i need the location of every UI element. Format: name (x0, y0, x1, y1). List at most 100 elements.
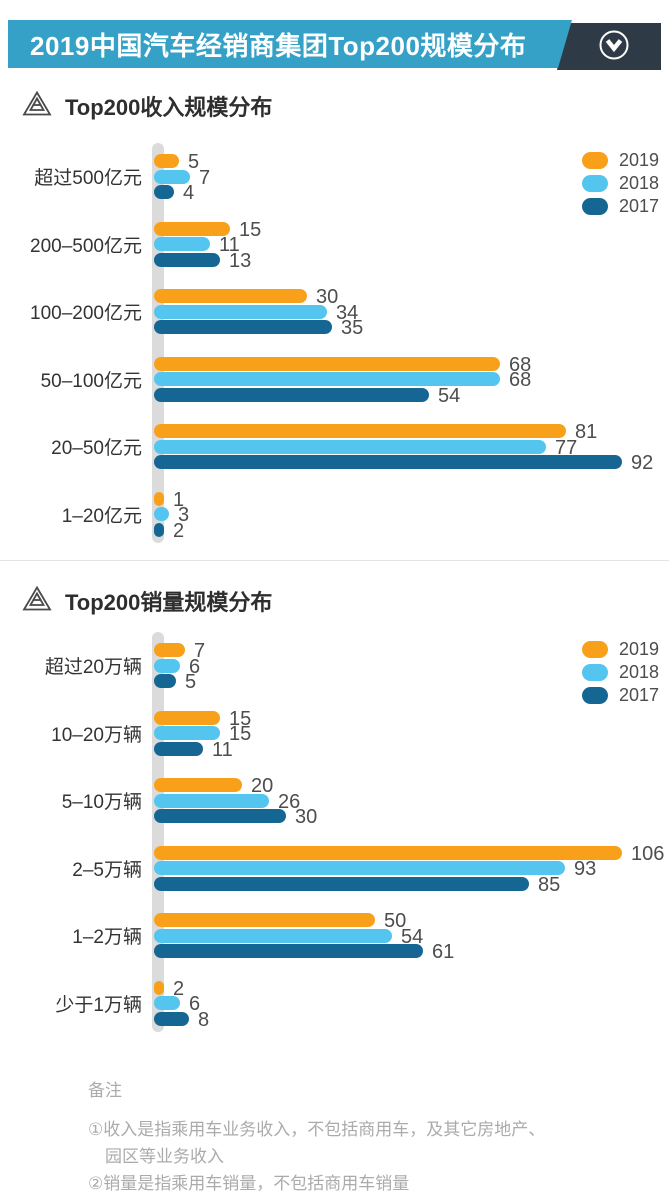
bar-value-label: 77 (555, 436, 578, 459)
legend-swatch (581, 198, 608, 215)
bar-value-label: 7 (199, 166, 211, 189)
bar-2017 (154, 741, 203, 756)
bar-2019 (154, 356, 500, 371)
bar-value-label: 20 (251, 775, 274, 797)
legend-label: 2019 (618, 639, 659, 659)
bar-2018 (154, 861, 565, 875)
bar-2017 (154, 674, 176, 688)
bar-2017 (154, 809, 286, 823)
bar-value-label: 15 (229, 723, 252, 745)
bar-2017 (154, 387, 429, 402)
bar-row: 6 (154, 994, 200, 1014)
bar-2018 (154, 372, 500, 386)
bar-2017 (154, 944, 423, 958)
bar-group: 5–10万辆 20 26 30 (0, 775, 669, 828)
bar-2019 (154, 221, 230, 236)
legend-item: 2018 (581, 662, 659, 682)
bar-value-label: 4 (183, 182, 195, 204)
bar-value-label: 11 (212, 738, 233, 761)
footnote-line: 园区等业务收入 (105, 1147, 224, 1166)
legend-item: 2019 (581, 150, 659, 170)
bar-value-label: 61 (432, 941, 455, 963)
bar-value-label: 7 (194, 640, 206, 662)
bar-row: 20 (154, 775, 274, 797)
bar-row: 15 (154, 709, 251, 729)
footnote-line: ①收入是指乘用车业务收入，不包括商用车，及其它房地产、 (88, 1120, 546, 1139)
bar-group: 1–20亿元 1 3 2 (0, 488, 669, 542)
bar-2017 (154, 1011, 189, 1026)
legend-item: 2019 (581, 639, 659, 659)
bar-row: 50 (154, 910, 407, 932)
bar-2018 (154, 169, 190, 184)
legend-label: 2017 (618, 196, 659, 216)
bar-value-label: 93 (574, 858, 597, 880)
bar-value-label: 11 (219, 234, 240, 256)
bar-row: 3 (154, 505, 189, 525)
bar-row: 15 (154, 218, 262, 241)
legend: 2019 2018 2017 (581, 150, 659, 216)
category-label: 1–2万辆 (72, 927, 142, 948)
bar-value-label: 2 (173, 519, 185, 542)
bar-group: 100–200亿元 30 34 35 (0, 287, 669, 339)
bar-2019 (154, 913, 375, 927)
bar-row: 1 (154, 488, 185, 511)
category-label: 超过500亿元 (34, 168, 142, 189)
bar-2019 (154, 710, 220, 725)
bar-value-label: 50 (384, 910, 407, 932)
bar-2019 (154, 491, 164, 506)
bar-value-label: 92 (631, 452, 654, 474)
section-divider (0, 560, 669, 561)
bar-2019 (154, 845, 622, 860)
bar-2017 (154, 455, 622, 469)
bar-value-label: 15 (239, 218, 262, 241)
bar-row: 5 (154, 672, 196, 692)
bar-row: 26 (154, 792, 300, 812)
category-label: 1–20亿元 (61, 505, 142, 527)
legend-label: 2018 (618, 173, 659, 193)
legend-label: 2019 (618, 150, 659, 170)
bar-row: 8 (154, 1008, 210, 1031)
bar-2018 (154, 507, 169, 521)
bar-row: 81 (154, 421, 598, 443)
legend-swatch (581, 687, 608, 704)
bar-row: 2 (154, 519, 185, 542)
collapse-toggle-button[interactable] (597, 30, 631, 64)
bar-group: 10–20万辆 15 15 11 (0, 709, 669, 761)
bar-group: 200–500亿元 15 11 13 (0, 218, 669, 271)
bar-2017 (154, 185, 174, 199)
bar-value-label: 6 (189, 655, 201, 678)
bar-value-label: 81 (575, 421, 598, 443)
category-label: 5–10万辆 (61, 792, 142, 813)
triangle-logo-icon (22, 585, 52, 617)
header-banner-title-area: 2019中国汽车经销商集团Top200规模分布 (8, 20, 572, 68)
bar-row: 34 (154, 301, 359, 324)
bar-value-label: 30 (295, 806, 318, 828)
bar-row: 85 (154, 875, 560, 895)
bar-value-label: 34 (336, 301, 359, 324)
bar-row: 30 (154, 806, 318, 828)
bar-group: 20–50亿元 81 77 92 (0, 421, 669, 474)
bar-row: 13 (154, 251, 251, 271)
axis-baseline (152, 632, 164, 1032)
bar-value-label: 1 (173, 488, 185, 511)
legend: 2019 2018 2017 (581, 639, 659, 705)
bar-2017 (154, 252, 220, 267)
legend-swatch (581, 152, 608, 169)
bar-row: 7 (154, 640, 206, 662)
category-label: 50–100亿元 (40, 370, 142, 392)
bar-row: 30 (154, 287, 338, 307)
bar-2019 (154, 424, 566, 438)
legend-item: 2017 (581, 685, 659, 705)
bar-row: 2 (154, 979, 184, 999)
bar-group: 2–5万辆 106 93 85 (0, 844, 669, 895)
legend-swatch (581, 664, 608, 681)
category-label: 少于1万辆 (55, 994, 142, 1016)
bar-value-label: 54 (401, 925, 424, 948)
bar-row: 11 (154, 234, 240, 256)
bar-row: 5 (154, 152, 199, 172)
bar-value-label: 35 (341, 317, 364, 339)
footnotes-heading: 备注 (88, 1081, 122, 1100)
bar-value-label: 8 (198, 1008, 210, 1031)
header-banner: 2019中国汽车经销商集团Top200规模分布 (8, 20, 661, 70)
